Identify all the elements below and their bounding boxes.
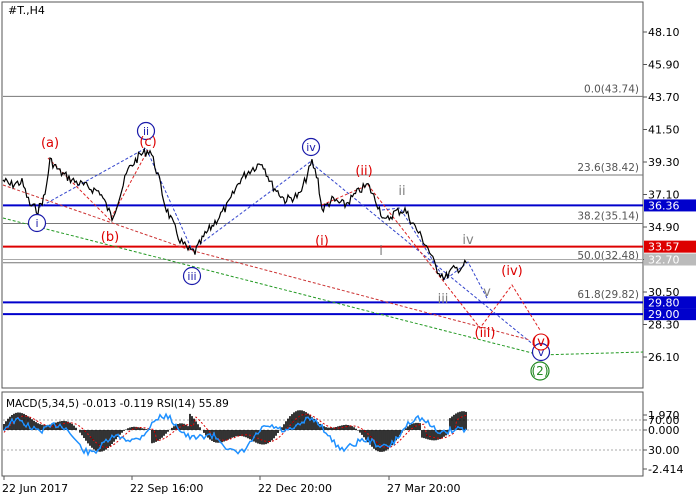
wave-label-red-c: (c) [139, 135, 156, 150]
support-level-tag-label: 29.80 [648, 296, 680, 309]
support-level-tag-label: 36.36 [648, 199, 680, 212]
price-axis-label: 39.30 [648, 156, 680, 169]
wave-label-blue-ii: ii [143, 125, 149, 138]
wave-label-blue-iii: iii [187, 270, 196, 283]
indicator-axis-label: -2.414 [648, 463, 683, 476]
fib-level-label: 0.0(43.74) [584, 83, 639, 95]
wave-label-gray-iii: iii [438, 292, 449, 307]
time-axis-label: 27 Mar 20:00 [387, 482, 460, 495]
support-level-tag [644, 296, 696, 309]
red-abc-wave-path [47, 149, 149, 221]
wave-label-blue-ii-circle [136, 121, 156, 141]
red-trend-line [2, 184, 531, 341]
price-series-line [2, 146, 467, 281]
price-axis-label: 30.50 [648, 286, 680, 299]
resistance-level-tag-label: 33.57 [648, 241, 680, 254]
wave-label-red-iii: (iii) [475, 326, 496, 341]
indicator-frame [1, 391, 644, 477]
fib-level-label: 50.0(32.48) [577, 250, 639, 262]
macd-histogram [3, 410, 467, 452]
support-level-tag-label: 29.00 [648, 308, 680, 321]
wave-label-gray-iv: iv [462, 233, 474, 248]
wave-label-blue-i-circle [27, 213, 47, 233]
fib-level-label: 61.8(29.82) [577, 289, 639, 301]
indicator-header: MACD(5,34,5) -0.013 -0.119 RSI(14) 55.89 [6, 398, 229, 410]
price-axis-label: 34.90 [648, 221, 680, 234]
price-axis-label: 41.50 [648, 124, 680, 137]
wave-label-gray-v: v [483, 285, 491, 300]
current-price-tag [644, 253, 696, 266]
wave-label-red-v: (v) [532, 335, 550, 350]
wave-label-gray-i: i [379, 244, 383, 259]
blue-wave-path [37, 147, 541, 351]
main-chart-frame [1, 1, 644, 389]
price-axis-label: 28.30 [648, 319, 680, 332]
wave-label-red-b: (b) [101, 230, 119, 245]
wave-label-gray-ii: ii [398, 184, 405, 199]
wave-label-red-ii: (ii) [355, 164, 372, 179]
wave-label-red-iv: (iv) [501, 264, 522, 279]
chart-title: #T.,H4 [8, 4, 45, 17]
wave-label-red-a: (a) [41, 136, 59, 151]
wave-label-blue-iii-circle [182, 266, 202, 286]
wave-label-blue-v: v [538, 346, 545, 359]
wave-label-green-2: (2) [532, 364, 549, 378]
price-axis-label: 26.10 [648, 351, 680, 364]
price-axis-label: 48.10 [648, 26, 680, 39]
support-level-tag [644, 308, 696, 321]
wave-label-green-2-circle [530, 361, 550, 381]
indicator-axis-label: 1.970 [648, 409, 680, 422]
fib-level-label: 38.2(35.14) [577, 210, 639, 222]
support-level-tag [644, 199, 696, 212]
wave-label-red-i: (i) [315, 234, 329, 249]
price-axis-label: 43.70 [648, 91, 680, 104]
time-axis-label: 22 Sep 16:00 [130, 482, 203, 495]
indicator-axis-label: 70.00 [648, 414, 680, 427]
time-axis-label: 22 Jun 2017 [2, 482, 68, 495]
wave-label-blue-iv-circle [301, 137, 321, 157]
green-trend-line [2, 217, 644, 356]
gray-wave-path [381, 207, 489, 301]
macd-signal-line [3, 413, 467, 449]
resistance-level-tag [644, 240, 696, 253]
fib-level-label: 23.6(38.42) [577, 162, 639, 174]
wave-label-red-v-circle [532, 333, 550, 351]
indicator-axis-label: 30.00 [648, 444, 680, 457]
red-impulse-wave-path [321, 184, 541, 331]
indicator-axis-label: 0.000 [648, 424, 680, 437]
wave-label-blue-v-circle [531, 342, 551, 362]
current-price-tag-label: 32.70 [648, 254, 680, 267]
price-axis-label: 45.90 [648, 59, 680, 72]
time-axis-label: 22 Dec 20:00 [258, 482, 332, 495]
price-axis-label: 37.10 [648, 189, 680, 202]
wave-label-blue-i: i [35, 217, 38, 230]
rsi-line [3, 412, 467, 457]
wave-label-blue-iv: iv [306, 141, 316, 154]
